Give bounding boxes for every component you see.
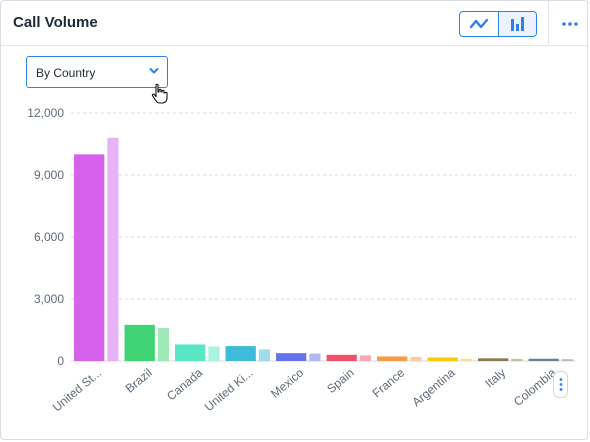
y-tick-label: 9,000 (34, 168, 64, 182)
more-options-button[interactable] (556, 11, 584, 37)
bar[interactable] (460, 358, 472, 361)
bar[interactable] (511, 358, 523, 361)
bar-chart: 0 3,000 6,000 9,000 12,000 United St... Brazil… (27, 106, 576, 415)
x-tick-label: Argentina (409, 365, 458, 409)
x-tick-label: United Ki... (202, 366, 256, 414)
bar[interactable] (410, 356, 422, 361)
chart-type-toggle (459, 11, 537, 37)
legend-scroll-button[interactable] (553, 371, 568, 398)
bar[interactable] (208, 346, 220, 361)
line-chart-icon (469, 18, 488, 29)
more-vertical-icon (559, 378, 562, 391)
x-tick-label: Mexico (268, 365, 306, 400)
bar[interactable] (326, 354, 357, 361)
group-by-dropdown[interactable]: By Country (26, 56, 168, 88)
x-tick-label: Colombia (511, 365, 559, 409)
x-tick-label: Canada (164, 365, 205, 403)
bar[interactable] (528, 358, 559, 361)
bar[interactable] (225, 346, 256, 361)
x-tick-label: Italy (482, 366, 508, 391)
bar[interactable] (175, 344, 206, 361)
bar[interactable] (561, 359, 573, 361)
more-horizontal-icon (562, 22, 578, 26)
bar-chart-button[interactable] (497, 12, 536, 36)
bar[interactable] (107, 137, 119, 361)
bar[interactable] (359, 355, 371, 361)
x-tick-label: United St... (50, 366, 104, 415)
bar-chart-icon (511, 17, 525, 31)
header-divider (548, 1, 549, 45)
bar[interactable] (309, 353, 321, 361)
dropdown-selected-value: By Country (36, 66, 96, 80)
bar[interactable] (258, 349, 270, 361)
chevron-down-icon (149, 68, 159, 74)
x-tick-label: Spain (324, 366, 357, 396)
y-tick-label: 6,000 (34, 230, 64, 244)
y-tick-label: 0 (57, 354, 64, 368)
bar[interactable] (74, 154, 105, 361)
y-tick-label: 3,000 (34, 292, 64, 306)
bar[interactable] (377, 356, 408, 361)
line-chart-button[interactable] (460, 12, 498, 36)
bar[interactable] (157, 327, 169, 361)
bar[interactable] (124, 324, 155, 361)
x-tick-label: Brazil (123, 366, 155, 396)
widget-header: Call Volume (1, 1, 587, 46)
bar[interactable] (478, 358, 509, 361)
x-tick-label: France (370, 365, 408, 400)
hand-cursor-icon (151, 83, 168, 104)
bar[interactable] (276, 353, 307, 361)
widget-title: Call Volume (13, 14, 98, 31)
bar[interactable] (427, 357, 458, 361)
y-tick-label: 12,000 (27, 106, 64, 120)
